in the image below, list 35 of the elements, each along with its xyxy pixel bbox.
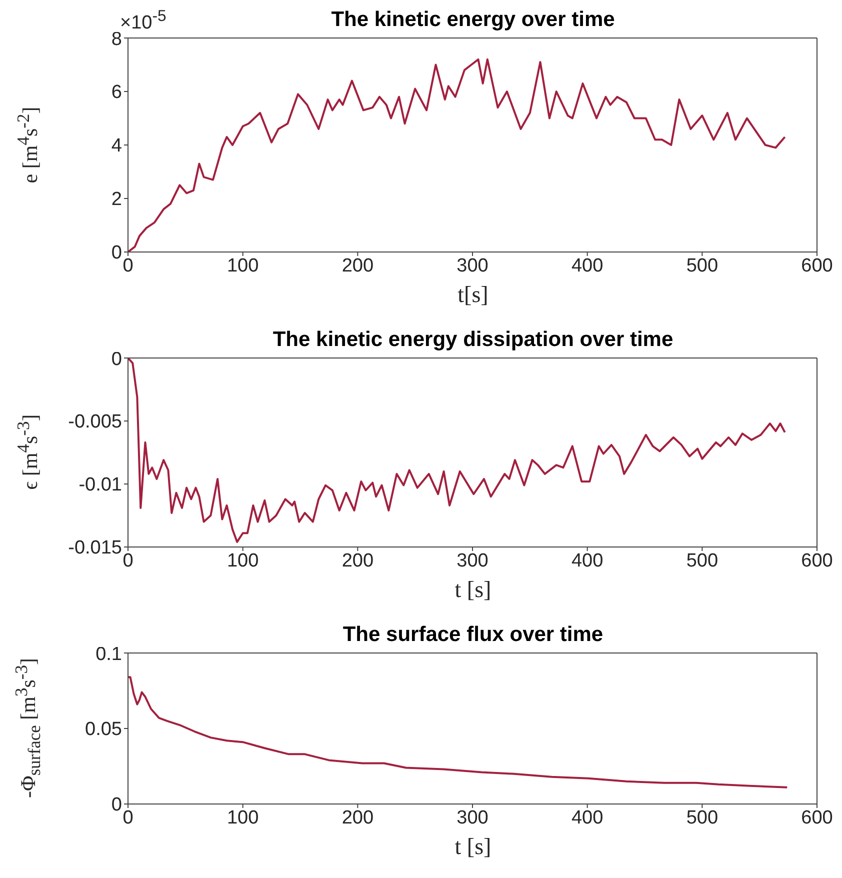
- chart-title: The surface flux over time: [342, 623, 604, 647]
- x-tick-label: 400: [571, 550, 604, 572]
- x-tick-label: 300: [456, 255, 488, 276]
- y-tick-label: -0.01: [78, 474, 122, 496]
- x-tick-label: 500: [686, 550, 718, 572]
- x-tick-label: 600: [801, 807, 833, 828]
- x-tick-label: 400: [571, 255, 604, 276]
- y-tick-label: 2: [111, 189, 122, 210]
- y-tick-label: -0.015: [68, 538, 122, 559]
- x-tick-label: 300: [456, 807, 488, 828]
- x-axis-title: t [s]: [454, 834, 492, 860]
- x-tick-label: 400: [571, 807, 604, 828]
- y-tick-label: 6: [111, 82, 122, 104]
- line-series: [128, 58, 786, 252]
- line-series: [128, 676, 788, 788]
- x-tick-label: 100: [226, 550, 259, 572]
- y-tick-label: 0.05: [85, 719, 122, 740]
- chart-title: The kinetic energy dissipation over time: [272, 328, 674, 352]
- y-tick-label: -0.005: [68, 412, 122, 433]
- x-tick-label: 200: [342, 255, 374, 276]
- x-tick-label: 300: [456, 550, 488, 572]
- chart-title: The kinetic energy over time: [331, 8, 615, 31]
- text: ×10$^{-5}$: [120, 8, 166, 34]
- x-axis-title: t [s]: [454, 577, 492, 603]
- x-tick-label: 200: [342, 550, 374, 572]
- x-tick-label: 500: [686, 255, 718, 276]
- y-tick-label: 4: [111, 136, 122, 157]
- x-tick-label: 600: [801, 550, 833, 572]
- x-tick-label: 100: [226, 807, 259, 828]
- x-axis-title: t[s]: [456, 282, 490, 308]
- x-tick-label: 100: [226, 255, 259, 276]
- x-tick-label: 600: [801, 255, 833, 276]
- x-tick-label: 500: [686, 807, 718, 828]
- x-tick-label: 200: [342, 807, 374, 828]
- line-series: [128, 358, 786, 543]
